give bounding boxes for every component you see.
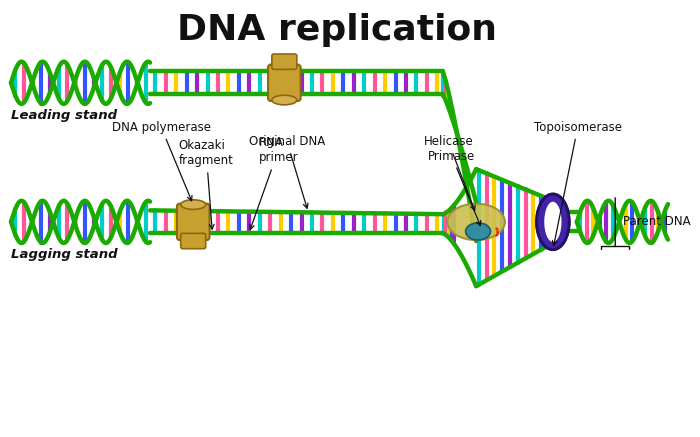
Text: Primase: Primase [428,149,481,225]
Ellipse shape [545,202,561,242]
Text: Leading stand: Leading stand [11,109,117,122]
Ellipse shape [537,194,569,250]
Text: DNA polymerase: DNA polymerase [112,121,211,201]
Ellipse shape [537,194,569,250]
Text: Parent DNA: Parent DNA [623,215,690,229]
FancyBboxPatch shape [272,54,297,69]
Text: Topoisomerase: Topoisomerase [533,121,622,246]
Text: RNA
primer: RNA primer [250,136,298,229]
Ellipse shape [447,204,505,240]
Text: Original DNA: Original DNA [248,135,325,208]
Text: Okazaki
fragment: Okazaki fragment [178,139,234,229]
Ellipse shape [272,95,297,105]
Text: Lagging stand: Lagging stand [11,248,118,261]
FancyBboxPatch shape [268,65,300,101]
Text: Helicase: Helicase [424,135,475,210]
Ellipse shape [181,200,206,209]
FancyBboxPatch shape [177,204,209,240]
Text: DNA replication: DNA replication [177,13,497,47]
Ellipse shape [545,202,561,242]
FancyBboxPatch shape [181,233,206,249]
Ellipse shape [466,223,491,240]
